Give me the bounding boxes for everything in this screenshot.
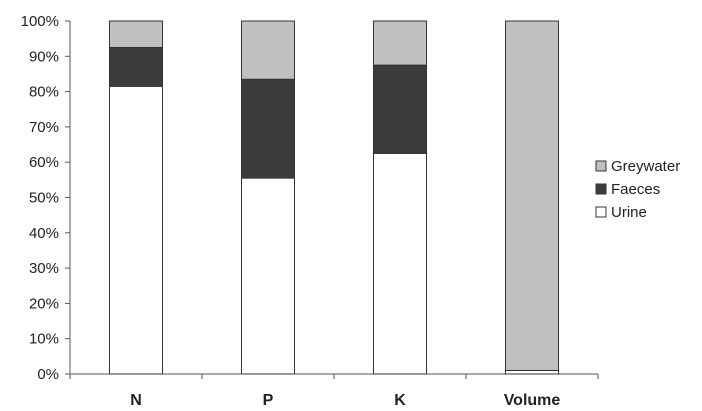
y-tick-label: 80% (29, 84, 59, 101)
bar-k-faeces (373, 64, 427, 154)
x-tick-label-p: P (263, 392, 274, 409)
y-tick-label: 50% (29, 190, 59, 207)
bar-n-greywater (109, 20, 163, 48)
bar-p-greywater (241, 20, 295, 80)
legend-label-faeces: Faeces (611, 181, 660, 198)
legend-swatch-urine (595, 206, 607, 218)
legend-label-greywater: Greywater (611, 158, 680, 175)
y-tick-label: 10% (29, 331, 59, 348)
bars (109, 20, 559, 375)
bar-n-urine (109, 85, 163, 375)
y-tick-label: 100% (21, 13, 59, 30)
x-axis-ticks: N P K Volume (69, 374, 599, 409)
bar-volume-greywater (505, 20, 559, 371)
legend-swatch-greywater (595, 160, 607, 172)
bar-p-urine (241, 177, 295, 375)
legend-label-urine: Urine (611, 204, 647, 221)
x-tick-label-k: K (394, 392, 406, 409)
bar-p-faeces (241, 78, 295, 179)
y-tick-label: 70% (29, 119, 59, 136)
y-tick-label: 30% (29, 260, 59, 277)
bar-volume-urine (505, 369, 559, 375)
legend: Greywater Faeces Urine (595, 158, 680, 221)
y-tick-label: 40% (29, 225, 59, 242)
bar-k-greywater (373, 20, 427, 66)
y-tick-label: 60% (29, 154, 59, 171)
y-tick-label: 0% (37, 366, 59, 383)
bar-n-faeces (109, 46, 163, 87)
bar-k-urine (373, 152, 427, 375)
y-tick-label: 90% (29, 48, 59, 65)
y-tick-label: 20% (29, 295, 59, 312)
legend-swatch-faeces (595, 183, 607, 195)
x-tick-label-n: N (130, 392, 142, 409)
x-tick-label-volume: Volume (504, 392, 561, 409)
y-axis-ticks: 0% 10% 20% 30% 40% 50% 60% 70% 80% 90% 100% (21, 13, 70, 383)
